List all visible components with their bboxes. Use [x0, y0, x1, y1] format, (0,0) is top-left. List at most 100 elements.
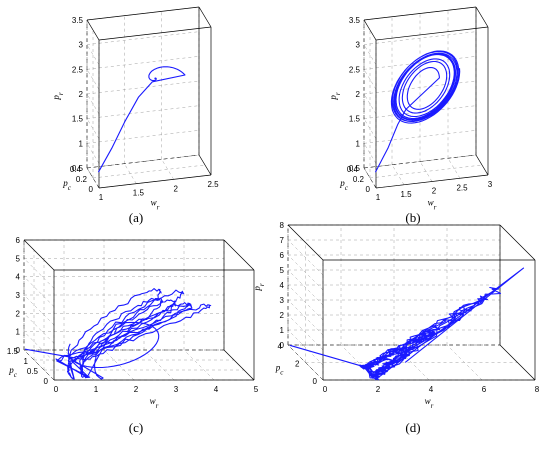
- grid-line: [391, 164, 405, 185]
- x-tick-label: 1.5: [400, 190, 412, 199]
- x-tick-label: 2: [134, 385, 139, 394]
- z-tick-label: 1: [356, 139, 361, 148]
- z-tick-label: 3.5: [72, 16, 84, 25]
- x-axis-label: wr: [428, 198, 437, 212]
- y-tick-label: 4: [278, 342, 283, 351]
- x-tick-label: 4: [214, 385, 219, 394]
- z-tick-label: 7: [280, 236, 285, 245]
- grid-line: [363, 167, 377, 189]
- x-tick-label: 3: [174, 385, 179, 394]
- x-tick-label: 5: [254, 385, 259, 394]
- grid-line: [86, 118, 100, 139]
- grid-line: [369, 164, 483, 179]
- box-edge: [475, 6, 489, 28]
- grid-line: [103, 349, 135, 381]
- box-edge: [499, 224, 536, 261]
- y-tick-label: 0.2: [76, 175, 88, 184]
- y-tick-label: 0: [44, 377, 49, 386]
- grid-line: [23, 313, 55, 344]
- x-tick-label: 1.5: [133, 189, 145, 198]
- z-tick-label: 0: [280, 341, 285, 350]
- panel-a: 1 1.5 2 2.5 00.20.40.5 1 1.5 2 2.5 3 3.5 wr pc pr (a): [51, 6, 219, 225]
- grid-line: [86, 105, 200, 119]
- z-tick-label: 5: [280, 266, 285, 275]
- grid-line: [363, 143, 377, 164]
- box-edge: [98, 174, 212, 189]
- z-tick-label: 2: [16, 309, 21, 318]
- grid-line: [363, 93, 377, 115]
- y-axis-label: pc: [339, 178, 349, 192]
- box-edge: [375, 174, 489, 189]
- box-edge: [198, 154, 212, 176]
- grid-line: [23, 294, 55, 326]
- x-axis-label: wr: [425, 396, 434, 410]
- y-axis-label: pc: [8, 365, 18, 379]
- z-tick-label: 0.5: [349, 164, 361, 173]
- z-tick-label: 3: [280, 296, 285, 305]
- z-tick-label: 5: [16, 254, 21, 263]
- z-tick-label: 6: [16, 236, 21, 245]
- grid-line: [92, 164, 206, 179]
- z-tick-label: 2.5: [349, 65, 361, 74]
- y-axis-label: pc: [62, 178, 72, 192]
- panel-caption: (a): [129, 210, 143, 225]
- trajectory-line: [97, 66, 186, 173]
- x-tick-label: 1: [376, 193, 381, 202]
- y-tick-label: 0.4: [70, 165, 82, 174]
- x-axis-label: wr: [150, 396, 159, 410]
- z-tick-label: 2: [356, 90, 361, 99]
- grid-line: [143, 349, 175, 381]
- box-edge: [287, 224, 324, 261]
- grid-line: [447, 158, 461, 179]
- y-tick-label: 0: [89, 185, 94, 194]
- grid-line: [86, 44, 100, 65]
- box-edge-hidden: [86, 154, 200, 169]
- z-tick-label: 1.5: [72, 115, 84, 124]
- grid-line: [23, 331, 55, 362]
- box-edge-hidden: [287, 344, 324, 381]
- box-edge: [98, 26, 212, 41]
- z-tick-label: 4: [280, 281, 285, 290]
- box-edge: [198, 6, 212, 28]
- y-tick-label: 0.4: [347, 165, 359, 174]
- box-edge: [363, 6, 477, 21]
- grid-line: [124, 163, 137, 184]
- z-tick-label: 1: [280, 326, 285, 335]
- grid-line: [161, 159, 174, 180]
- x-tick-label: 2.5: [456, 183, 468, 192]
- grid-line: [86, 167, 100, 189]
- x-tick-label: 2: [376, 385, 381, 394]
- box-edge-hidden: [363, 154, 477, 169]
- grid-line: [86, 143, 100, 164]
- x-tick-label: 0: [323, 385, 328, 394]
- box-edge: [86, 19, 100, 41]
- box-edge: [363, 19, 377, 41]
- y-tick-label: 1.5: [7, 347, 19, 356]
- y-tick-label: 0.5: [27, 367, 39, 376]
- panel-b: 1 1.5 2 2.5 3 00.20.40.5 1 1.5 2 2.5 3 3.5 wr pc pr (b): [328, 6, 493, 225]
- box-edge-hidden: [363, 167, 377, 189]
- z-axis-label: pr: [51, 92, 65, 101]
- z-tick-label: 4: [16, 273, 21, 282]
- y-tick-label: 2: [295, 360, 300, 369]
- x-tick-label: 2: [432, 187, 437, 196]
- x-tick-label: 2: [173, 184, 178, 193]
- z-tick-label: 2: [280, 311, 285, 320]
- z-tick-label: 0: [16, 346, 21, 355]
- x-tick-label: 3: [488, 180, 493, 189]
- y-tick-label: 0.2: [353, 175, 365, 184]
- grid-line: [363, 44, 377, 65]
- y-tick-label: 0: [313, 377, 318, 386]
- panel-caption: (c): [129, 420, 143, 435]
- z-axis-label: pr: [328, 92, 342, 101]
- z-tick-label: 2: [79, 90, 84, 99]
- grid-line: [363, 69, 377, 90]
- x-tick-label: 8: [535, 385, 540, 394]
- x-tick-label: 4: [429, 385, 434, 394]
- box-edge-hidden: [86, 167, 100, 189]
- grid-line: [86, 31, 200, 45]
- grid-line: [86, 80, 200, 95]
- z-axis-label: pr: [252, 283, 266, 292]
- z-tick-label: 1.5: [349, 115, 361, 124]
